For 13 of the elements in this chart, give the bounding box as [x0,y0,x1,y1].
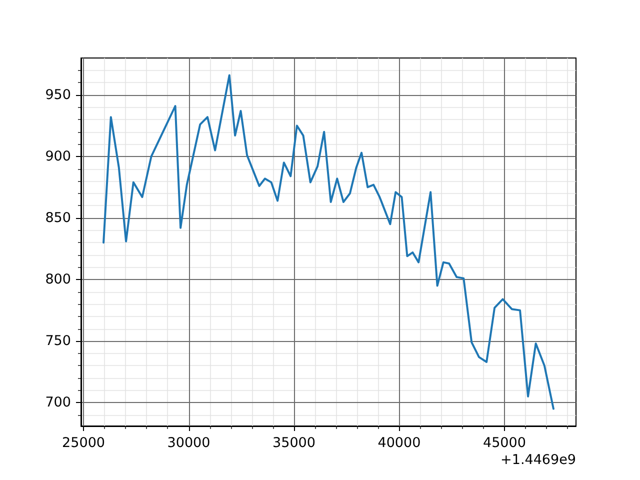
x-tick-label: 35000 [272,435,316,451]
text: +1.4469e9 [500,452,576,468]
x-tick-label: 30000 [167,435,210,451]
x-tick-label: 45000 [482,435,526,451]
x-tick-label: 40000 [378,435,421,451]
line-series [102,74,554,410]
x-tick-label: 25000 [62,435,105,451]
y-tick-label: 850 [45,210,71,226]
y-tick-label: 750 [45,333,71,350]
y-tick-label: 700 [45,394,71,411]
y-tick-label: 900 [45,148,71,164]
y-tick-label: 800 [45,272,71,288]
y-tick-label: 950 [45,86,71,103]
